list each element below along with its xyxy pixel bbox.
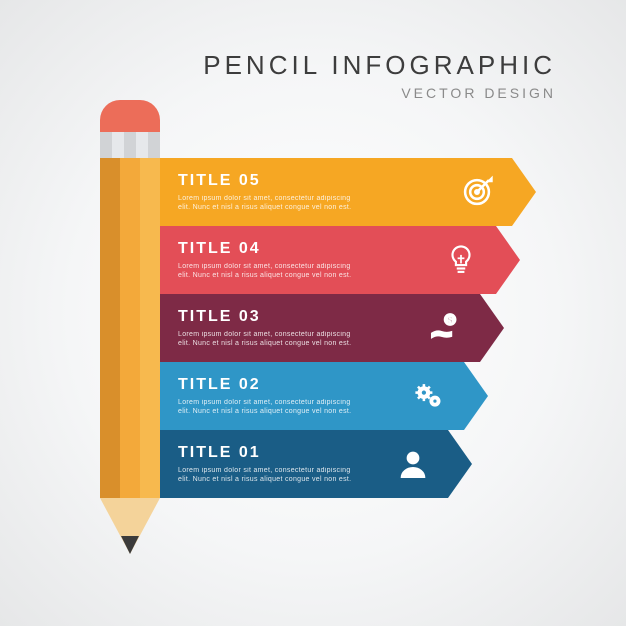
arrow-bar-text: TITLE 02 Lorem ipsum dolor sit amet, cons… bbox=[178, 376, 358, 416]
arrow-bar-label: TITLE 04 bbox=[178, 240, 358, 258]
arrow-bar-head bbox=[480, 294, 504, 362]
pencil-ferrule bbox=[100, 132, 160, 158]
arrow-bar-label: TITLE 02 bbox=[178, 376, 358, 394]
pencil-wood-tip bbox=[100, 498, 160, 554]
pencil-shaft bbox=[100, 158, 160, 498]
pencil-shaft-stripe bbox=[140, 158, 160, 498]
arrow-bar-head bbox=[464, 362, 488, 430]
arrow-bar-text: TITLE 04 Lorem ipsum dolor sit amet, cons… bbox=[178, 240, 358, 280]
svg-text:$: $ bbox=[448, 315, 453, 325]
arrow-bar-head bbox=[448, 430, 472, 498]
bulb-icon bbox=[444, 243, 478, 277]
pencil bbox=[100, 100, 160, 580]
arrow-bar-desc: Lorem ipsum dolor sit amet, consectetur … bbox=[178, 262, 358, 280]
arrow-bar-head bbox=[496, 226, 520, 294]
arrow-bar-head bbox=[512, 158, 536, 226]
subtitle: VECTOR DESIGN bbox=[203, 85, 556, 101]
gears-icon bbox=[412, 379, 446, 413]
arrow-bar-text: TITLE 03 Lorem ipsum dolor sit amet, cons… bbox=[178, 308, 358, 348]
heading-block: PENCIL INFOGRAPHIC VECTOR DESIGN bbox=[203, 50, 556, 101]
arrow-bar-label: TITLE 05 bbox=[178, 172, 358, 190]
arrow-bar-text: TITLE 01 Lorem ipsum dolor sit amet, cons… bbox=[178, 444, 358, 484]
person-icon bbox=[396, 447, 430, 481]
arrow-bar-desc: Lorem ipsum dolor sit amet, consectetur … bbox=[178, 398, 358, 416]
pencil-shaft-stripe bbox=[120, 158, 140, 498]
pencil-shaft-stripe bbox=[100, 158, 120, 498]
arrow-bar-label: TITLE 01 bbox=[178, 444, 358, 462]
money-icon: $ bbox=[428, 311, 462, 345]
arrow-bar-label: TITLE 03 bbox=[178, 308, 358, 326]
main-title: PENCIL INFOGRAPHIC bbox=[203, 50, 556, 81]
pencil-eraser bbox=[100, 100, 160, 132]
target-icon bbox=[460, 175, 494, 209]
arrow-bar-desc: Lorem ipsum dolor sit amet, consectetur … bbox=[178, 466, 358, 484]
arrow-bar-text: TITLE 05 Lorem ipsum dolor sit amet, cons… bbox=[178, 172, 358, 212]
pencil-lead bbox=[121, 536, 139, 554]
arrow-bar-desc: Lorem ipsum dolor sit amet, consectetur … bbox=[178, 330, 358, 348]
infographic-stage: PENCIL INFOGRAPHIC VECTOR DESIGN TITLE 0… bbox=[0, 0, 626, 626]
arrow-bar-desc: Lorem ipsum dolor sit amet, consectetur … bbox=[178, 194, 358, 212]
